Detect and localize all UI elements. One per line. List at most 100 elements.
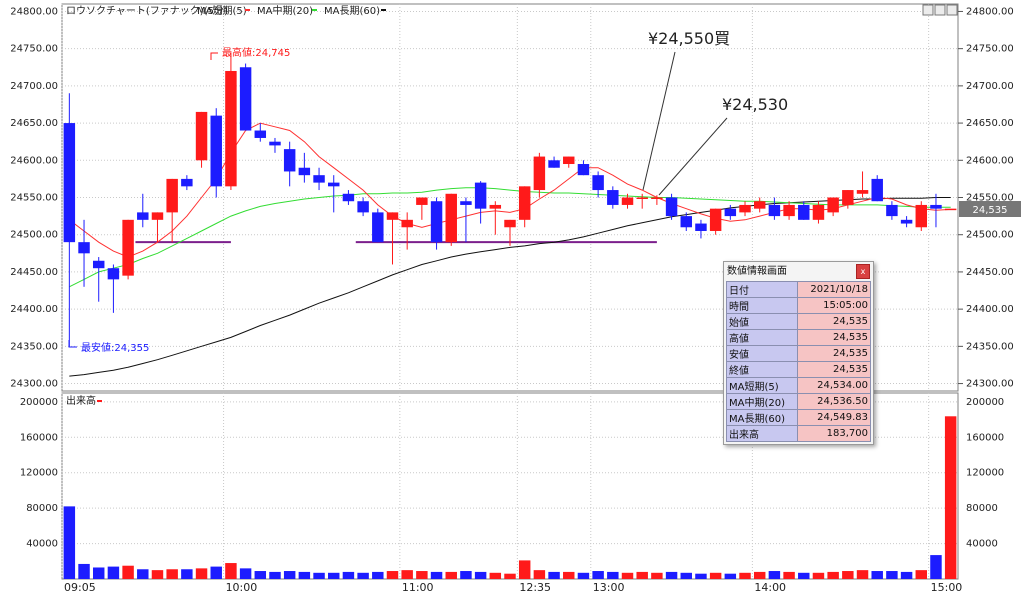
candle-body <box>856 190 869 194</box>
volume-bar <box>474 571 487 579</box>
volume-bar <box>372 571 384 579</box>
volume-bar <box>518 560 531 579</box>
price-tick-label: 24300.00 <box>10 379 58 390</box>
candle-body <box>577 164 590 176</box>
candle-body <box>753 201 766 209</box>
info-key: MA短期(5) <box>726 377 798 394</box>
volume-tick-label: 80000 <box>966 503 998 514</box>
candle-body <box>401 219 413 228</box>
low-annotation: 最安値:24,355 <box>68 340 149 354</box>
price-tick-label: 24300.00 <box>966 379 1014 390</box>
info-value: 24,536.50 <box>797 393 871 410</box>
candle-body <box>724 208 737 217</box>
candle-body <box>783 204 795 217</box>
volume-bar <box>445 571 457 579</box>
info-row: 高値 24,535 <box>726 329 871 346</box>
price-tick-label: 24700.00 <box>10 81 58 92</box>
candle-body <box>122 219 134 276</box>
price-label: ¥24,530 <box>722 95 788 114</box>
candle-body <box>92 260 105 269</box>
legend-ma60-swatch <box>381 9 386 11</box>
volume-bar <box>239 568 252 579</box>
volume-bar <box>563 571 575 579</box>
candle-body <box>239 67 252 131</box>
volume-bar <box>386 571 399 579</box>
candle-body <box>283 149 296 172</box>
volume-bar <box>430 571 443 579</box>
info-panel-title-bar[interactable]: 数値情報画面 x <box>724 262 873 281</box>
time-tick-label: 12:35 <box>519 581 551 594</box>
close-icon[interactable]: x <box>856 264 870 279</box>
volume-tick-label: 120000 <box>20 468 58 479</box>
high-label: 最高値:24,745 <box>222 46 290 59</box>
price-tick-label: 24650.00 <box>10 118 58 129</box>
candle-body <box>328 182 340 187</box>
info-value: 24,535 <box>797 345 871 362</box>
info-value: 24,535 <box>797 361 871 378</box>
price-tick-label: 24800.00 <box>10 6 58 17</box>
price-tick-label: 24750.00 <box>966 44 1014 55</box>
buy-label: ¥24,550買 <box>648 29 730 48</box>
info-key: 終値 <box>726 361 798 378</box>
info-key: MA長期(60) <box>726 409 798 426</box>
price-tick-label: 24500.00 <box>966 230 1014 241</box>
time-tick-label: 09:05 <box>64 581 96 594</box>
price-tick-label: 24400.00 <box>10 304 58 315</box>
info-value: 183,700 <box>797 425 871 442</box>
candle-body <box>548 160 560 168</box>
info-value: 2021/10/18 <box>797 281 871 298</box>
volume-bar <box>489 572 502 579</box>
price-tick-label: 24800.00 <box>966 6 1014 17</box>
price-tick-label: 24750.00 <box>10 44 58 55</box>
window-buttons[interactable] <box>922 4 958 16</box>
candle-body <box>798 204 810 220</box>
candle-body <box>842 190 854 205</box>
chart-title: ロウソクチャート(ファナック)(5分) <box>66 5 228 17</box>
info-row: MA短期(5) 24,534.00 <box>726 377 871 394</box>
volume-bar <box>680 572 692 579</box>
candle-body <box>944 208 957 211</box>
volume-tick-label: 40000 <box>966 539 998 550</box>
candle-body <box>195 111 208 161</box>
candle-body <box>445 193 457 243</box>
candle-body <box>474 182 487 209</box>
volume-bar <box>107 566 120 579</box>
price-tick-label: 24700.00 <box>966 81 1014 92</box>
info-key: 安値 <box>726 345 798 362</box>
candle-body <box>489 204 502 209</box>
info-row: 出来高 183,700 <box>726 425 871 442</box>
volume-bar <box>283 571 296 579</box>
price-tick-label: 24600.00 <box>966 155 1014 166</box>
last-price-tag <box>959 201 1021 217</box>
info-key: 出来高 <box>726 425 798 442</box>
volume-tick-label: 80000 <box>26 503 58 514</box>
volume-bar <box>548 571 560 579</box>
volume-bar <box>798 572 810 579</box>
volume-bar <box>842 571 854 579</box>
candle-body <box>827 197 839 213</box>
info-value: 24,534.00 <box>797 377 871 394</box>
volume-bar <box>871 571 883 579</box>
info-panel-title: 数値情報画面 <box>727 266 787 277</box>
candle-body <box>151 212 164 220</box>
candle-body <box>518 186 531 220</box>
volume-bar <box>607 571 619 579</box>
volume-bar <box>504 573 516 579</box>
candle-body <box>416 197 428 205</box>
info-table: 日付 2021/10/18 時間 15:05:00 始値 24,535 高値 24,535 安値… <box>726 281 871 442</box>
volume-bar <box>709 572 722 579</box>
volume-bar <box>621 572 634 579</box>
volume-bar <box>122 565 134 579</box>
candle-body <box>915 204 928 228</box>
volume-bar <box>328 572 340 579</box>
candle-body <box>504 219 516 228</box>
volume-bar <box>181 569 193 579</box>
info-panel[interactable]: 数値情報画面 x 日付 2021/10/18 時間 15:05:00 始値 24,535 高… <box>723 261 874 445</box>
candle-body <box>886 204 898 217</box>
buy-pointer <box>642 51 676 191</box>
candle-body <box>269 141 281 146</box>
info-key: 時間 <box>726 297 798 314</box>
volume-bar <box>768 571 781 579</box>
volume-bar <box>783 571 795 579</box>
candle-body <box>137 212 149 220</box>
